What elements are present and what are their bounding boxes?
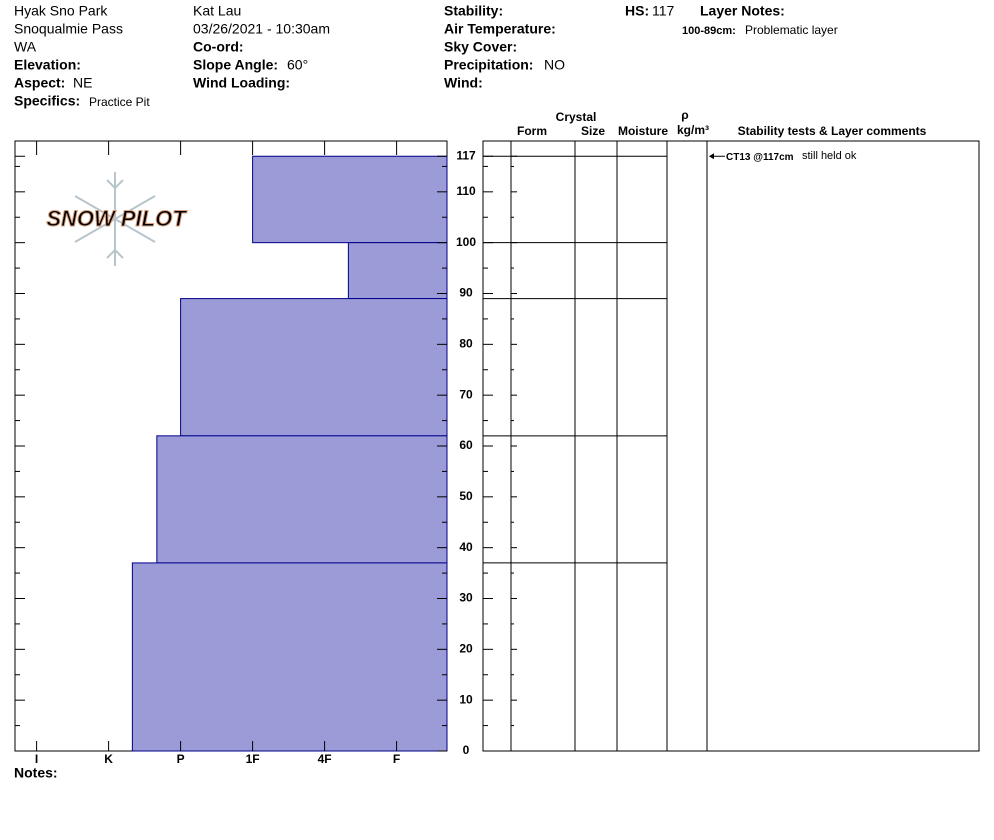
sky-label: Sky Cover:: [444, 39, 517, 55]
layer-notes-label: Layer Notes:: [700, 3, 785, 19]
specifics: Practice Pit: [89, 95, 150, 109]
notes-label: Notes:: [14, 765, 58, 781]
density-symbol: ρ: [681, 108, 688, 122]
y-tick-label: 70: [459, 387, 473, 401]
wind-loading-label: Wind Loading:: [193, 75, 290, 91]
y-tick-label: 30: [459, 591, 473, 605]
area: Snoqualmie Pass: [14, 21, 123, 37]
y-tick-label: 90: [459, 286, 473, 300]
x-tick-label: K: [104, 752, 113, 766]
size-header: Size: [581, 124, 605, 138]
density-unit: kg/m³: [677, 123, 709, 137]
observer: Kat Lau: [193, 3, 241, 19]
hardness-bar: [180, 298, 448, 437]
column-lines: [510, 141, 708, 751]
precip: NO: [544, 57, 565, 73]
coord-label: Co-ord:: [193, 39, 244, 55]
y-tick-label: 0: [463, 743, 470, 757]
aspect-label: Aspect:: [14, 75, 65, 91]
y-tick-label: 60: [459, 438, 473, 452]
y-tick-label: 110: [456, 184, 476, 198]
precip-label: Precipitation:: [444, 57, 533, 73]
wind-label: Wind:: [444, 75, 483, 91]
y-tick-label: 50: [459, 489, 473, 503]
y-tick-label: 10: [459, 692, 473, 706]
y-tick-label: 20: [459, 642, 473, 656]
y-tick-label: 117: [456, 148, 476, 162]
layer-note-range: 100-89cm:: [682, 25, 736, 37]
logo-text: SNOW PILOT: [46, 206, 187, 231]
aspect: NE: [73, 75, 92, 91]
column-headers: Crystal Form Size Moisture ρ kg/m³ Stabi…: [517, 108, 927, 138]
stability-label: Stability:: [444, 3, 503, 19]
datetime: 03/26/2021 - 10:30am: [193, 21, 330, 37]
location: Hyak Sno Park: [14, 3, 108, 19]
test-arrowhead: [709, 153, 714, 160]
elevation-label: Elevation:: [14, 57, 81, 73]
slope: 60°: [287, 57, 308, 73]
test-result: CT13 @117cm: [726, 152, 794, 163]
logo: SNOW PILOT: [46, 172, 188, 266]
x-tick-label: F: [393, 752, 400, 766]
hardness-bar: [156, 435, 448, 564]
moisture-header: Moisture: [618, 124, 668, 138]
hs-label: HS:: [625, 3, 649, 19]
y-tick-label: 40: [459, 540, 473, 554]
x-tick-label: P: [177, 752, 185, 766]
x-tick-label: 1F: [246, 752, 260, 766]
x-tick-label: 4F: [318, 752, 332, 766]
header: Hyak Sno Park Snoqualmie Pass WA Elevati…: [14, 3, 838, 109]
state: WA: [14, 39, 37, 55]
y-tick-label: 80: [459, 337, 473, 351]
slope-label: Slope Angle:: [193, 57, 278, 73]
test-comment: still held ok: [802, 150, 857, 162]
x-tick-label: I: [35, 752, 38, 766]
air-temp-label: Air Temperature:: [444, 21, 556, 37]
layer-note: Problematic layer: [745, 23, 838, 37]
y-tick-label: 100: [456, 235, 476, 249]
hs: 117: [652, 3, 675, 19]
form-header: Form: [517, 124, 547, 138]
table-frame: [482, 140, 980, 752]
hardness-bar: [131, 562, 448, 752]
specifics-label: Specifics:: [14, 93, 80, 109]
comments-header: Stability tests & Layer comments: [738, 124, 927, 138]
crystal-header: Crystal: [556, 110, 597, 124]
hardness-bar: [252, 155, 448, 244]
hardness-bar: [347, 242, 448, 300]
